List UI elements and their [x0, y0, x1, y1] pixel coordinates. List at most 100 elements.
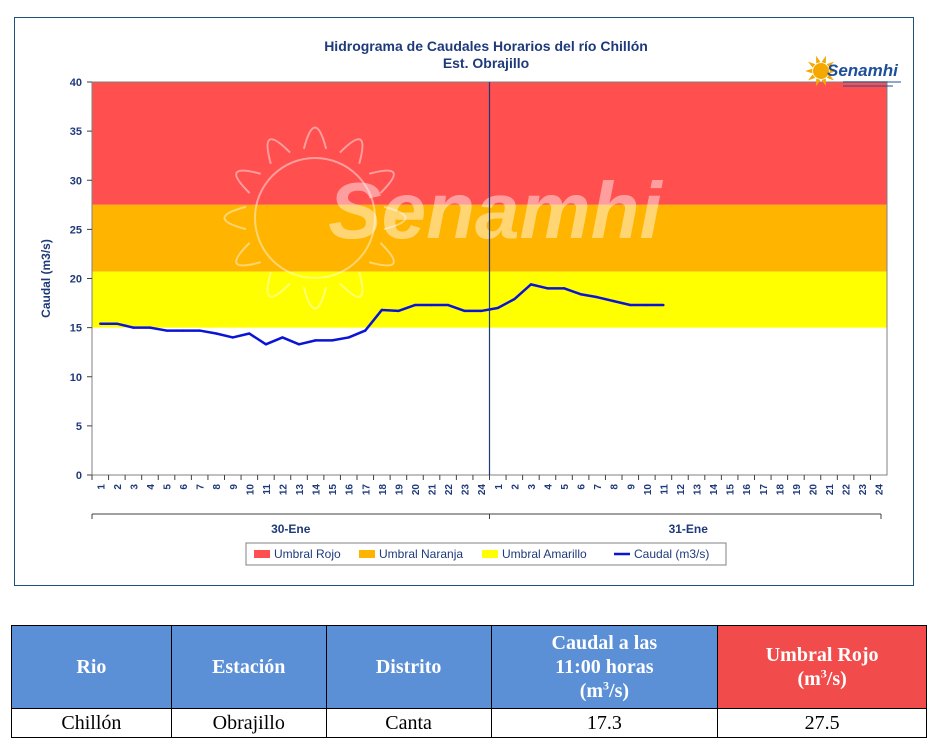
data-point	[132, 326, 135, 329]
y-axis-label: Caudal (m3/s)	[39, 239, 53, 318]
data-point	[115, 322, 119, 325]
x-tick-label: 20	[808, 484, 819, 496]
legend-label-1: Umbral Naranja	[379, 547, 463, 561]
x-tick-label: 9	[229, 484, 240, 490]
data-point	[297, 343, 301, 346]
x-tick-label: 14	[709, 484, 720, 496]
table-header-row: Rio Estación Distrito Caudal a las 11:00…	[11, 625, 927, 709]
header-rio: Rio	[11, 625, 172, 709]
x-tick-label: 20	[411, 484, 422, 496]
y-tick-label: 25	[70, 224, 82, 236]
x-tick-label: 18	[378, 484, 389, 496]
data-point	[595, 295, 599, 299]
cell-umbral: 27.5	[717, 708, 927, 738]
cell-caudal: 17.3	[490, 708, 719, 738]
x-tick-label: 5	[163, 484, 174, 490]
header-caudal-line2: 11:00 horas	[555, 656, 654, 678]
data-point	[314, 339, 317, 342]
sun-icon	[805, 55, 837, 87]
data-point	[446, 303, 450, 307]
x-tick-label: 24	[477, 484, 488, 496]
x-tick-label: 11	[659, 484, 670, 495]
data-point	[231, 336, 234, 339]
x-tick-label: 19	[792, 484, 803, 496]
data-point	[281, 336, 284, 339]
chart-subtitle: Est. Obrajillo	[443, 55, 529, 71]
x-tick-label: 22	[842, 484, 853, 496]
data-point	[364, 329, 367, 332]
x-tick-label: 2	[113, 484, 124, 490]
x-tick-label: 4	[543, 484, 554, 490]
x-tick-label: 1	[494, 484, 505, 490]
y-tick-label: 30	[70, 175, 82, 187]
y-tick-label: 40	[70, 77, 82, 89]
data-point	[629, 303, 632, 307]
y-tick-label: 0	[76, 470, 82, 482]
header-caudal: Caudal a las 11:00 horas (m3/s)	[490, 625, 719, 709]
data-point	[397, 309, 400, 313]
x-tick-label: 3	[527, 484, 538, 490]
data-point	[662, 303, 665, 307]
hydrograph-chart: Senamhi Hidrograma de Caudales Horarios d…	[14, 17, 914, 586]
x-tick-label: 12	[676, 484, 687, 496]
legend-swatch-1	[359, 550, 375, 558]
y-tick-label: 20	[70, 274, 82, 286]
x-tick-label: 21	[428, 484, 439, 496]
legend-swatch-0	[254, 550, 270, 558]
header-caudal-unit: (m3/s)	[579, 678, 630, 702]
y-tick-label: 35	[70, 126, 82, 138]
data-point	[380, 308, 384, 312]
x-tick-label: 13	[693, 484, 704, 496]
legend-label-2: Umbral Amarillo	[502, 547, 587, 561]
data-point	[148, 326, 152, 329]
data-point	[496, 306, 499, 310]
logo-text: Senamhi	[827, 61, 899, 80]
x-tick-label: 10	[643, 484, 654, 496]
header-distrito: Distrito	[325, 625, 492, 709]
legend-swatch-2	[482, 550, 498, 558]
header-estacion: Estación	[170, 625, 327, 709]
day-group-label: 31-Ene	[669, 522, 709, 536]
x-tick-label: 7	[593, 484, 604, 490]
y-tick-label: 5	[76, 421, 82, 433]
cell-rio: Chillón	[11, 708, 172, 738]
x-tick-label: 8	[212, 484, 223, 490]
header-caudal-line1: Caudal a las	[551, 632, 658, 654]
data-point	[562, 287, 566, 290]
x-tick-label: 10	[245, 484, 256, 496]
x-tick-label: 3	[129, 484, 140, 490]
x-tick-label: 19	[394, 484, 405, 496]
data-point	[347, 336, 350, 339]
x-tick-label: 11	[262, 484, 273, 495]
x-tick-label: 15	[328, 484, 339, 496]
x-tick-label: 4	[146, 484, 157, 490]
x-tick-label: 6	[179, 484, 190, 490]
x-tick-label: 14	[312, 484, 323, 496]
x-tick-label: 23	[461, 484, 472, 496]
x-tick-label: 7	[196, 484, 207, 490]
table-row: Chillón Obrajillo Canta 17.3 27.5	[11, 708, 927, 738]
watermark-sun-icon	[223, 126, 407, 310]
data-point	[264, 343, 268, 346]
header-umbral-line1: Umbral Rojo	[765, 644, 879, 666]
x-tick-label: 9	[626, 484, 637, 490]
data-point	[546, 287, 549, 290]
x-tick-label: 21	[825, 484, 836, 496]
data-point	[513, 297, 516, 301]
x-tick-label: 15	[726, 484, 737, 496]
x-tick-label: 1	[96, 484, 107, 490]
x-tick-label: 24	[875, 484, 886, 496]
data-point	[579, 293, 582, 296]
data-point	[430, 303, 433, 307]
x-tick-label: 8	[610, 484, 621, 490]
data-point	[99, 322, 102, 325]
legend-label-3: Caudal (m3/s)	[634, 547, 709, 561]
header-umbral-unit: (m3/s)	[797, 666, 847, 690]
x-tick-label: 2	[510, 484, 521, 490]
data-point	[463, 309, 466, 313]
data-point	[198, 329, 201, 332]
x-tick-label: 13	[295, 484, 306, 496]
data-point	[645, 303, 649, 307]
y-tick-label: 10	[70, 372, 82, 384]
watermark-text: Senamhi	[328, 166, 663, 255]
